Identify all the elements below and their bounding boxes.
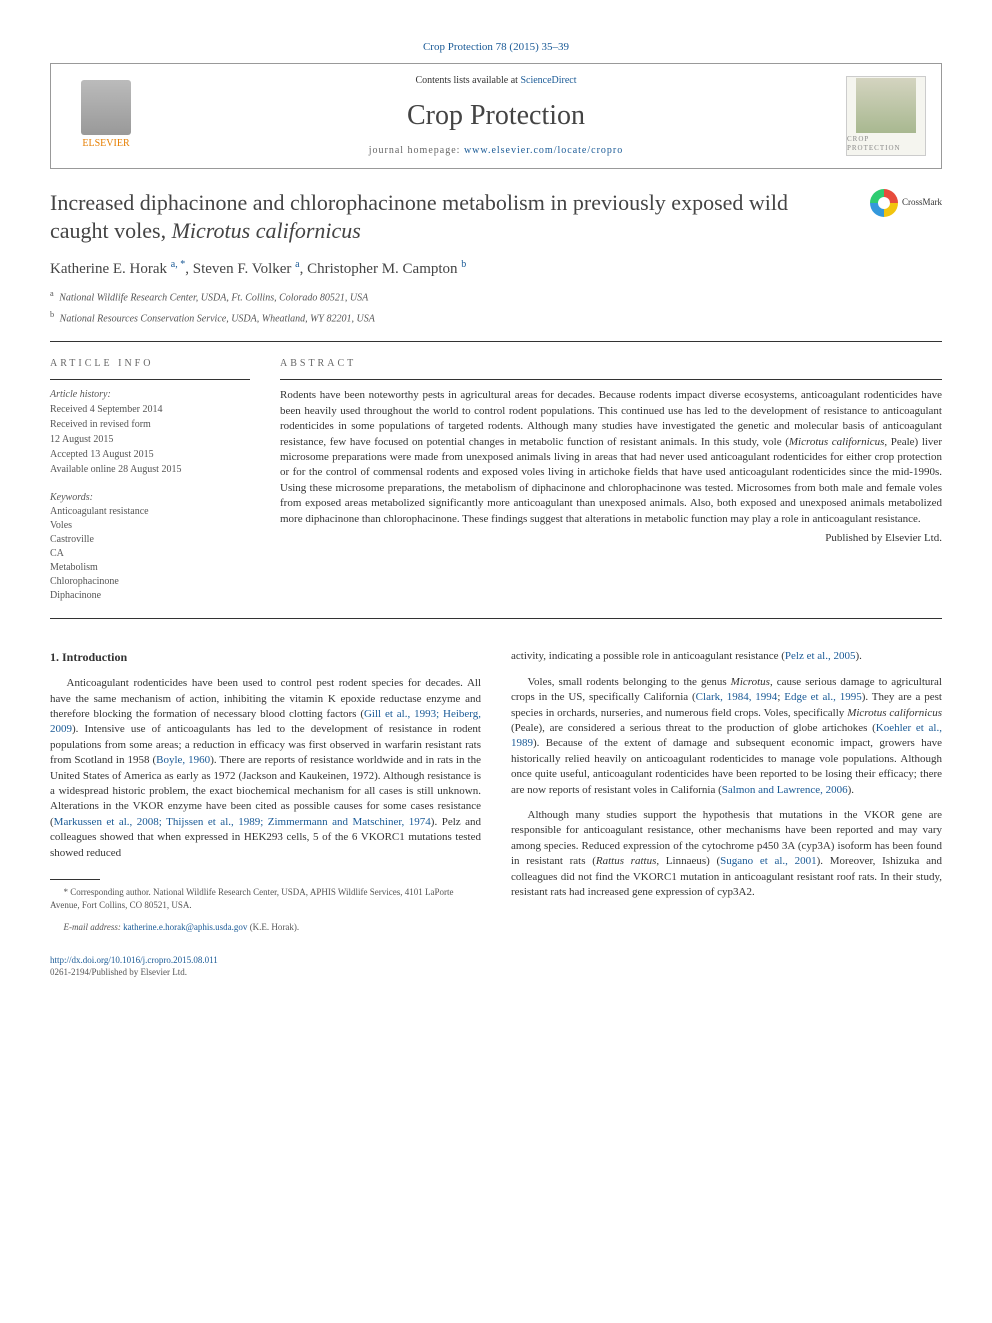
history-line: Accepted 13 August 2015 (50, 448, 250, 462)
journal-header: ELSEVIER Contents lists available at Sci… (50, 63, 942, 168)
footer: http://dx.doi.org/10.1016/j.cropro.2015.… (50, 954, 481, 979)
issn-line: 0261-2194/Published by Elsevier Ltd. (50, 967, 187, 977)
keyword: Chlorophacinone (50, 575, 250, 589)
contents-prefix: Contents lists available at (415, 75, 520, 86)
homepage-link[interactable]: www.elsevier.com/locate/cropro (464, 145, 623, 156)
cover-caption: CROP PROTECTION (847, 135, 925, 155)
email-link[interactable]: katherine.e.horak@aphis.usda.gov (123, 922, 247, 932)
info-rule (50, 379, 250, 380)
history-line: Available online 28 August 2015 (50, 463, 250, 477)
journal-cover-thumb: CROP PROTECTION (846, 76, 926, 156)
keyword: Voles (50, 519, 250, 533)
journal-ref-link[interactable]: Crop Protection 78 (2015) 35–39 (423, 41, 569, 53)
affiliation: a National Wildlife Research Center, USD… (50, 288, 942, 305)
keyword: CA (50, 547, 250, 561)
cover-image (856, 78, 916, 133)
email-label: E-mail address: (64, 922, 124, 932)
history-line: 12 August 2015 (50, 433, 250, 447)
abstract: ABSTRACT Rodents have been noteworthy pe… (280, 357, 942, 603)
contents-line: Contents lists available at ScienceDirec… (146, 74, 846, 88)
crossmark-badge[interactable]: CrossMark (870, 189, 942, 217)
email-suffix: (K.E. Horak). (247, 922, 299, 932)
article-info-heading: ARTICLE INFO (50, 357, 250, 371)
authors: Katherine E. Horak a, *, Steven F. Volke… (50, 258, 942, 280)
history-line: Received in revised form (50, 418, 250, 432)
footnote-rule (50, 879, 100, 880)
abstract-heading: ABSTRACT (280, 357, 942, 371)
keywords-label: Keywords: (50, 491, 250, 505)
journal-reference: Crop Protection 78 (2015) 35–39 (50, 40, 942, 55)
abstract-publisher: Published by Elsevier Ltd. (280, 531, 942, 546)
publisher-logo: ELSEVIER (66, 76, 146, 156)
publisher-logo-text: ELSEVIER (81, 137, 131, 151)
article-info: ARTICLE INFO Article history: Received 4… (50, 357, 250, 603)
article-title: Increased diphacinone and chlorophacinon… (50, 189, 850, 246)
body-paragraph: Although many studies support the hypoth… (511, 808, 942, 900)
homepage-prefix: journal homepage: (369, 145, 464, 156)
keyword: Castroville (50, 533, 250, 547)
elsevier-tree-icon (81, 80, 131, 135)
keyword: Diphacinone (50, 589, 250, 603)
affiliations: a National Wildlife Research Center, USD… (50, 288, 942, 327)
affiliation: b National Resources Conservation Servic… (50, 309, 942, 326)
doi-link[interactable]: http://dx.doi.org/10.1016/j.cropro.2015.… (50, 955, 218, 965)
body-paragraph: Anticoagulant rodenticides have been use… (50, 676, 481, 861)
keyword: Metabolism (50, 561, 250, 575)
history-label: Article history: (50, 388, 250, 402)
keyword: Anticoagulant resistance (50, 505, 250, 519)
intro-heading: 1. Introduction (50, 649, 481, 666)
abstract-text: Rodents have been noteworthy pests in ag… (280, 388, 942, 527)
title-text: Increased diphacinone and chlorophacinon… (50, 190, 788, 244)
crossmark-icon (870, 189, 898, 217)
email-footnote: E-mail address: katherine.e.horak@aphis.… (50, 921, 481, 934)
section-divider (50, 618, 942, 619)
homepage-line: journal homepage: www.elsevier.com/locat… (146, 144, 846, 158)
right-column: activity, indicating a possible role in … (511, 649, 942, 978)
crossmark-label: CrossMark (902, 196, 942, 209)
body-paragraph: Voles, small rodents belonging to the ge… (511, 675, 942, 798)
journal-name: Crop Protection (146, 96, 846, 135)
section-divider (50, 341, 942, 342)
body-paragraph: activity, indicating a possible role in … (511, 649, 942, 664)
title-species: Microtus californicus (172, 218, 361, 243)
history-line: Received 4 September 2014 (50, 403, 250, 417)
sciencedirect-link[interactable]: ScienceDirect (520, 75, 576, 86)
abstract-rule (280, 379, 942, 380)
corresponding-footnote: * Corresponding author. National Wildlif… (50, 886, 481, 911)
left-column: 1. Introduction Anticoagulant rodenticid… (50, 649, 481, 978)
